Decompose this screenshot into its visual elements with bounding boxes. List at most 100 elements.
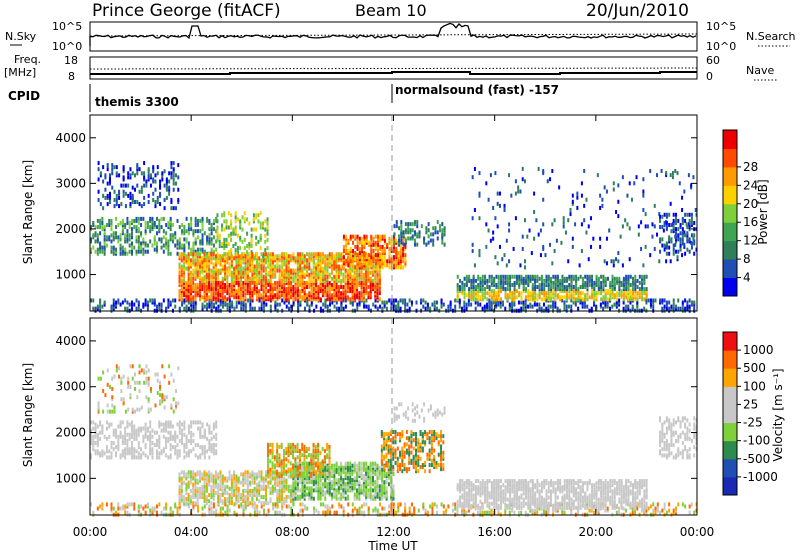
power-cell: [187, 285, 190, 290]
power-cell: [208, 260, 211, 265]
power-cell: [694, 207, 697, 212]
power-cell: [233, 266, 236, 271]
power-cell: [199, 258, 202, 263]
power-cell: [677, 235, 680, 240]
power-cell: [255, 213, 258, 218]
power-cell: [271, 291, 274, 296]
power-cell: [244, 270, 247, 275]
power-cell: [167, 220, 170, 225]
velocity-cell: [319, 502, 322, 507]
velocity-cell: [212, 510, 215, 515]
power-cell: [189, 289, 192, 294]
velocity-cell: [162, 449, 165, 454]
power-cell: [267, 295, 270, 300]
power-cell: [305, 262, 308, 267]
power-cell: [665, 214, 668, 219]
power-cell: [201, 218, 204, 223]
power-cell: [112, 247, 115, 252]
power-cell: [208, 258, 211, 263]
power-cell: [185, 254, 188, 259]
power-cell: [310, 293, 313, 298]
power-cell: [542, 302, 545, 307]
velocity-cell: [181, 436, 184, 441]
power-cell: [210, 268, 213, 273]
velocity-cell: [185, 436, 188, 441]
power-cell: [214, 291, 217, 296]
power-cell: [344, 278, 347, 283]
power-cell: [363, 261, 366, 266]
power-cell: [558, 185, 561, 190]
power-cell: [185, 239, 188, 244]
power-cell: [310, 252, 313, 257]
power-cell: [493, 289, 496, 294]
velocity-cell: [99, 504, 102, 509]
power-cell: [154, 187, 157, 192]
power-cell: [326, 270, 329, 275]
power-cell: [192, 254, 195, 259]
power-cell: [572, 274, 575, 279]
power-cell: [356, 234, 359, 239]
velocity-cell: [374, 506, 377, 511]
velocity-cell: [210, 510, 213, 515]
power-cell: [402, 232, 405, 237]
power-cell: [645, 274, 648, 279]
velocity-cell: [121, 504, 124, 509]
power-cell: [287, 258, 290, 263]
velocity-cell: [476, 510, 479, 515]
power-cell: [183, 266, 186, 271]
velocity-cell: [647, 506, 650, 511]
power-cell: [340, 252, 343, 257]
power-cell: [559, 278, 562, 283]
power-cell: [653, 246, 656, 251]
power-cell: [221, 280, 224, 285]
power-cell: [495, 282, 498, 287]
power-cell: [301, 297, 304, 302]
power-cell: [643, 289, 646, 294]
power-cell: [210, 293, 213, 298]
power-cell: [591, 291, 594, 296]
power-cell: [463, 304, 466, 309]
power-cell: [126, 216, 129, 221]
power-cell: [386, 242, 389, 247]
velocity-cell: [151, 441, 154, 446]
power-cell: [212, 268, 215, 273]
velocity-cell: [159, 401, 162, 406]
power-cell: [456, 297, 459, 302]
velocity-cell: [456, 510, 459, 515]
velocity-cell: [142, 438, 145, 443]
velocity-cell: [649, 504, 652, 509]
power-cell: [185, 260, 188, 265]
power-cell: [367, 274, 370, 279]
power-cell: [335, 268, 338, 273]
power-cell: [365, 234, 368, 239]
power-cell: [499, 300, 502, 305]
power-cell: [315, 287, 318, 292]
velocity-cell: [210, 506, 213, 511]
power-cell: [634, 282, 637, 287]
power-cell: [131, 185, 134, 190]
power-cell: [376, 287, 379, 292]
power-cell: [124, 235, 127, 240]
power-ylabel: Slant Range [km]: [21, 160, 35, 264]
power-cell: [626, 193, 629, 198]
power-cell: [358, 272, 361, 277]
power-cell: [135, 235, 138, 240]
power-cell: [236, 250, 239, 255]
power-cell: [249, 306, 252, 311]
power-cell: [258, 270, 261, 275]
power-cell: [146, 225, 149, 230]
power-cell: [235, 264, 238, 269]
power-cell: [217, 304, 220, 309]
power-cell: [162, 249, 165, 254]
velocity-cell: [129, 393, 132, 398]
velocity-cell: [142, 426, 145, 431]
velocity-cell: [154, 403, 157, 408]
power-cell: [580, 193, 583, 198]
power-cell: [255, 289, 258, 294]
power-cell: [271, 262, 274, 267]
power-cell: [399, 251, 402, 256]
power-cell: [537, 166, 540, 171]
power-cell: [160, 216, 163, 221]
power-cell: [620, 280, 623, 285]
power-cell: [625, 276, 628, 281]
